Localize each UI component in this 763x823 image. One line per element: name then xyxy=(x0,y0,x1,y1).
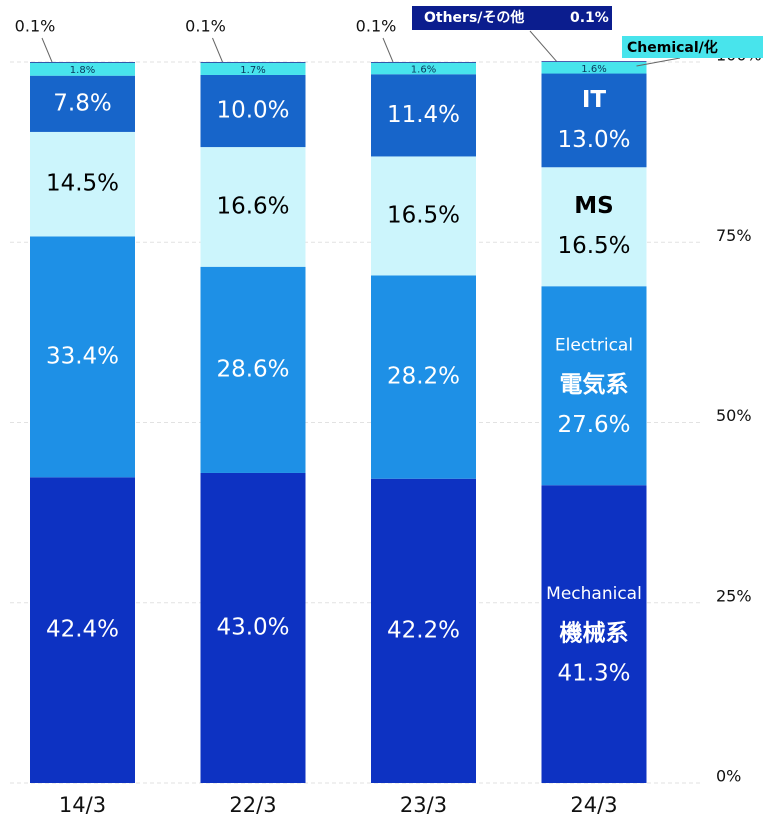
value-label: 33.4% xyxy=(46,343,119,369)
value-label: 1.6% xyxy=(581,64,606,75)
series-label: 機械系 xyxy=(560,621,629,647)
bar-segment xyxy=(30,477,135,783)
bar-segment xyxy=(371,62,476,75)
bar-segment xyxy=(30,131,135,237)
value-label: 42.2% xyxy=(387,617,460,643)
series-label: Electrical xyxy=(555,336,633,356)
bar-segment xyxy=(371,74,476,157)
bar-segment xyxy=(371,275,476,479)
x-tick-label: 23/3 xyxy=(400,793,447,817)
bar-segment xyxy=(541,167,647,287)
leader-line xyxy=(529,30,557,62)
leader-line xyxy=(636,57,681,67)
value-label: 7.8% xyxy=(53,90,111,116)
bar-segment xyxy=(371,478,476,783)
value-label: 28.6% xyxy=(216,356,289,382)
y-tick-label: 0% xyxy=(716,767,741,786)
bar-segment xyxy=(541,61,647,62)
bar-segment xyxy=(541,286,647,486)
series-label: MS xyxy=(574,193,613,219)
bar-segment xyxy=(200,74,306,148)
x-tick-label: 22/3 xyxy=(229,793,276,817)
value-label: 16.5% xyxy=(557,233,630,259)
value-label: 16.6% xyxy=(216,193,289,219)
value-label: 14.5% xyxy=(46,171,119,197)
bar-segment xyxy=(541,62,647,74)
bar-segment xyxy=(200,147,306,267)
value-label: 16.5% xyxy=(387,202,460,228)
bar-segment xyxy=(200,62,306,63)
leader-line xyxy=(382,37,394,63)
bar-segment xyxy=(200,472,306,783)
value-label: 10.0% xyxy=(216,98,289,124)
y-tick-label: 75% xyxy=(716,226,752,245)
y-tick-label: 50% xyxy=(716,406,752,425)
value-label: 0.1% xyxy=(15,17,56,36)
bar-segment xyxy=(371,156,476,276)
bar-segment xyxy=(30,236,135,478)
y-tick-label: 25% xyxy=(716,586,752,605)
leader-line xyxy=(212,37,223,63)
bar-segment xyxy=(30,75,135,132)
legend-label: Others/その他 xyxy=(424,9,524,26)
x-tick-label: 24/3 xyxy=(570,793,617,817)
legend-box xyxy=(622,36,763,58)
bar-segment xyxy=(200,62,306,75)
x-tick-label: 14/3 xyxy=(59,793,106,817)
bar-segment xyxy=(371,62,476,63)
bar-segment xyxy=(541,73,647,168)
value-label: 27.6% xyxy=(557,412,630,438)
bar-segment xyxy=(30,62,135,63)
bar-segment xyxy=(541,485,647,783)
value-label: 42.4% xyxy=(46,617,119,643)
legend-label: Chemical/化 xyxy=(627,39,718,56)
series-label: IT xyxy=(582,87,607,113)
value-label: 1.8% xyxy=(70,65,95,76)
value-label: 28.2% xyxy=(387,364,460,390)
value-label: 13.0% xyxy=(557,127,630,153)
value-label: 11.4% xyxy=(387,102,460,128)
value-label: 43.0% xyxy=(216,614,289,640)
value-label: 41.3% xyxy=(557,661,630,687)
leader-line xyxy=(41,37,53,63)
bar-segment xyxy=(30,62,135,76)
value-label: 0.1% xyxy=(356,17,397,36)
bar-segment xyxy=(200,266,306,473)
value-label: 1.6% xyxy=(411,64,436,75)
value-label: 1.7% xyxy=(240,65,265,76)
legend-box xyxy=(412,6,612,30)
value-label: 0.1% xyxy=(570,10,609,26)
value-label: 0.1% xyxy=(185,17,226,36)
series-label: Mechanical xyxy=(546,584,642,604)
series-label: 電気系 xyxy=(560,371,629,398)
